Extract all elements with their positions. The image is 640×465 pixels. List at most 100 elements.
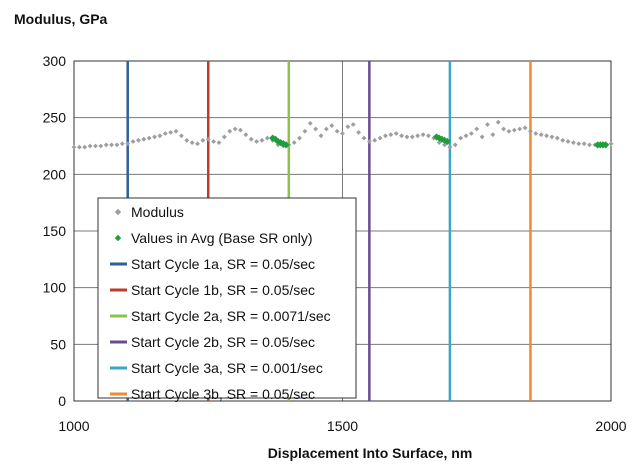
modulus-point [329,123,335,128]
modulus-point [141,136,147,142]
modulus-point [485,122,490,127]
modulus-point [264,135,270,141]
avg-point [440,136,449,144]
modulus-point [291,140,297,145]
modulus-point [442,142,447,148]
modulus-point [334,128,340,134]
modulus-point [152,134,157,140]
modulus-point [216,140,222,145]
y-tick-250: 250 [43,110,67,126]
plot-area-border [73,60,612,402]
legend: Modulus Values in Avg (Base SR only) Start… [97,197,357,402]
modulus-point [243,132,249,138]
modulus-point [307,120,313,126]
modulus-point [98,143,104,149]
modulus-point [189,140,195,145]
modulus-point [474,126,480,132]
modulus-point [157,133,163,139]
modulus-point [205,136,211,142]
modulus-point [318,133,324,139]
modulus-point [517,126,523,132]
y-tick-200: 200 [43,166,67,182]
modulus-point [361,135,367,141]
modulus-point [366,139,372,144]
modulus-point [436,140,442,145]
modulus-point [490,132,496,138]
modulus-point [356,130,362,135]
modulus-point [323,126,329,132]
modulus-point [409,134,415,140]
y-tick-100: 100 [43,280,67,296]
modulus-point [581,141,587,147]
modulus-point [184,137,190,143]
modulus-point [259,137,265,143]
modulus-point [227,128,233,134]
modulus-point [571,140,576,145]
modulus-point [109,142,114,148]
x-tick-labels: 1000 1500 2000 [58,418,626,434]
legend-label-4: Start Cycle 1b, SR = 0.05/sec [131,282,315,298]
legend-marker-2 [114,234,122,242]
avg-point [438,135,446,143]
modulus-point [479,134,485,140]
modulus-point [538,132,544,138]
modulus-point [82,144,88,150]
modulus-point [119,141,125,147]
legend-label-2: Values in Avg (Base SR only) [131,230,313,246]
avg-point [443,137,451,146]
avg-point [282,141,290,149]
modulus-point [248,136,254,142]
modulus-point [372,137,378,143]
legend-label-5: Start Cycle 2a, SR = 0.0071/sec [131,308,331,324]
modulus-point [302,128,308,134]
avg-point [432,133,441,141]
modulus-point [608,141,614,147]
modulus-point [458,135,464,141]
modulus-point [533,131,539,136]
modulus-point [350,122,356,127]
modulus-point [130,139,136,144]
modulus-point [221,134,227,140]
modulus-point [549,134,555,140]
modulus-point [383,133,388,139]
y-axis-title: Modulus, GPa [14,11,108,27]
modulus-point [313,126,319,132]
modulus-point [345,124,351,130]
legend-label-1: Modulus [131,204,184,220]
y-tick-0: 0 [58,393,66,409]
modulus-point [173,128,179,134]
modulus-point [168,130,174,135]
modulus-point [71,144,77,150]
modulus-point [415,133,421,139]
modulus-point [114,142,120,148]
modulus-point [511,127,517,133]
legend-label-8: Start Cycle 3b, SR = 0.05/sec [131,386,315,402]
modulus-point [200,137,206,143]
modulus-point [238,127,243,133]
modulus-point [388,132,394,138]
modulus-point [297,135,302,141]
modulus-point [232,126,238,132]
modulus-point [447,144,453,150]
y-tick-labels: 0 50 100 150 200 250 300 [43,53,67,409]
modulus-point [146,135,152,141]
avg-point [435,134,443,142]
modulus-point [393,131,399,136]
legend-label-3: Start Cycle 1a, SR = 0.05/sec [131,256,315,272]
modulus-point [576,141,582,147]
modulus-point [340,131,345,136]
modulus-point [420,132,426,138]
legend-marker-1 [114,208,122,216]
modulus-point [468,131,474,136]
modulus-point [254,139,259,144]
modulus-point [463,133,469,139]
modulus-point [554,135,560,141]
modulus-point [87,143,93,149]
legend-label-7: Start Cycle 3a, SR = 0.001/sec [131,360,323,376]
legend-box [97,197,357,399]
x-tick-1500: 1500 [327,418,358,434]
values-in-avg-series [269,133,610,149]
modulus-point [136,137,141,143]
x-tick-1000: 1000 [58,418,89,434]
